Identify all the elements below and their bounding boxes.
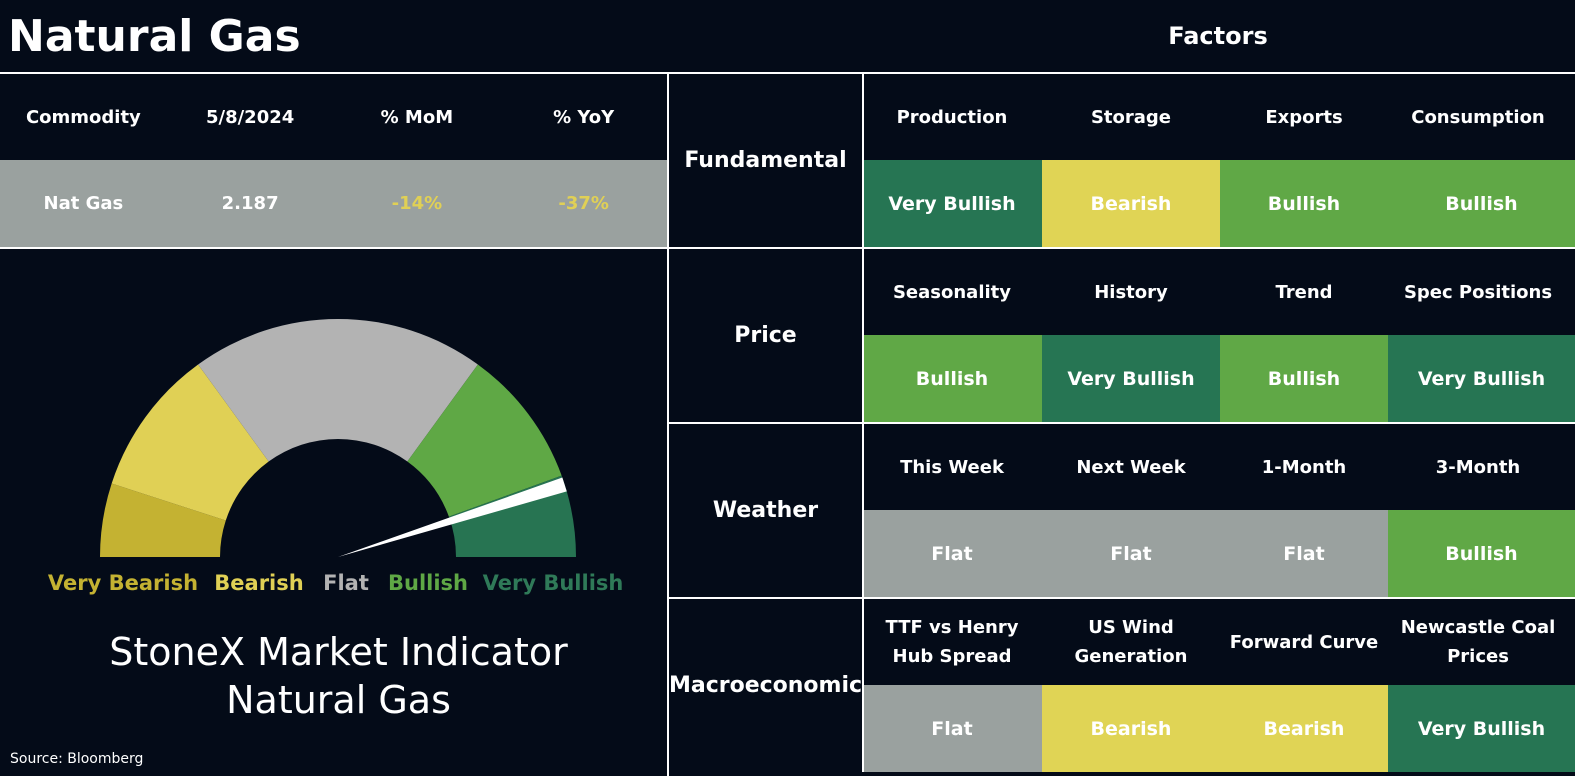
- divider: [862, 249, 864, 422]
- divider: [669, 247, 1575, 249]
- factor-rating: Bearish: [1220, 685, 1388, 772]
- factor-label: Production: [896, 106, 1008, 128]
- factor-rating: Very Bullish: [1042, 335, 1220, 422]
- gauge: [100, 319, 576, 557]
- page-title: Natural Gas: [8, 10, 301, 62]
- factor-rating: Flat: [862, 685, 1042, 772]
- factor-rating: Bearish: [1042, 685, 1220, 772]
- factor-group: Macroeconomic: [668, 673, 863, 698]
- gauge-segment: [100, 483, 226, 557]
- factor-label: Seasonality: [892, 281, 1012, 303]
- divider: [0, 247, 667, 249]
- gauge-segment: [198, 319, 478, 462]
- factor-label: Trend: [1275, 281, 1333, 303]
- table-header: 5/8/2024: [205, 106, 295, 128]
- factor-label: This Week: [900, 456, 1004, 478]
- factor-label: 3-Month: [1435, 456, 1521, 478]
- factor-rating: Very Bullish: [1388, 335, 1575, 422]
- factor-label: TTF vs Henry Hub Spread: [885, 617, 1019, 667]
- factor-group: Weather: [712, 498, 819, 523]
- divider: [0, 72, 1575, 74]
- factor-rating: Bullish: [1220, 335, 1388, 422]
- factor-label: Next Week: [1076, 456, 1186, 478]
- factor-rating: Bullish: [1388, 510, 1575, 597]
- gauge-label: Very Bearish: [47, 571, 199, 595]
- table-header: Commodity: [25, 106, 141, 128]
- gauge-label: Bearish: [214, 571, 304, 595]
- factor-rating: Bullish: [1220, 160, 1388, 247]
- gauge-segment: [407, 364, 562, 517]
- factors-title: Factors: [1168, 22, 1268, 50]
- table-cell: 2.187: [221, 193, 279, 214]
- divider: [669, 597, 1575, 599]
- divider: [669, 422, 1575, 424]
- factor-group: Fundamental: [684, 148, 847, 173]
- divider: [862, 424, 864, 597]
- factor-rating: Flat: [1042, 510, 1220, 597]
- factor-rating: Flat: [1220, 510, 1388, 597]
- gauge-needle: [338, 477, 567, 557]
- gauge-caption: StoneX Market Indicator: [109, 630, 568, 674]
- factor-label: Spec Positions: [1403, 281, 1553, 303]
- gauge-label: Bullish: [387, 571, 468, 595]
- gauge-segment: [111, 364, 269, 521]
- factor-label: US Wind Generation: [1074, 617, 1188, 667]
- divider: [862, 599, 864, 772]
- table-cell: -14%: [391, 193, 443, 214]
- table-cell: -37%: [558, 193, 609, 214]
- table-row-bg: [0, 160, 667, 247]
- divider: [667, 72, 669, 776]
- factor-rating: Very Bullish: [1388, 685, 1575, 772]
- table-cell: Nat Gas: [43, 193, 124, 214]
- table-header: % YoY: [553, 106, 615, 128]
- factor-rating: Bullish: [862, 335, 1042, 422]
- factor-rating: Bearish: [1042, 160, 1220, 247]
- factor-label: Forward Curve: [1229, 631, 1379, 653]
- gauge-label: Very Bullish: [482, 571, 624, 595]
- factor-rating: Flat: [862, 510, 1042, 597]
- gauge-caption: Natural Gas: [226, 678, 451, 722]
- factor-label: History: [1094, 281, 1168, 303]
- gauge-label: Flat: [323, 571, 369, 595]
- factor-label: Exports: [1265, 106, 1343, 128]
- factor-rating: Bullish: [1388, 160, 1575, 247]
- factor-group: Price: [734, 323, 797, 348]
- factor-rating: Very Bullish: [862, 160, 1042, 247]
- divider: [862, 74, 864, 247]
- factor-label: Consumption: [1411, 106, 1545, 128]
- factor-label: Storage: [1090, 106, 1172, 128]
- factor-label: Newcastle Coal Prices: [1400, 617, 1556, 667]
- source: Source: Bloomberg: [10, 751, 144, 767]
- factor-label: 1-Month: [1261, 456, 1347, 478]
- table-header: % MoM: [380, 106, 454, 128]
